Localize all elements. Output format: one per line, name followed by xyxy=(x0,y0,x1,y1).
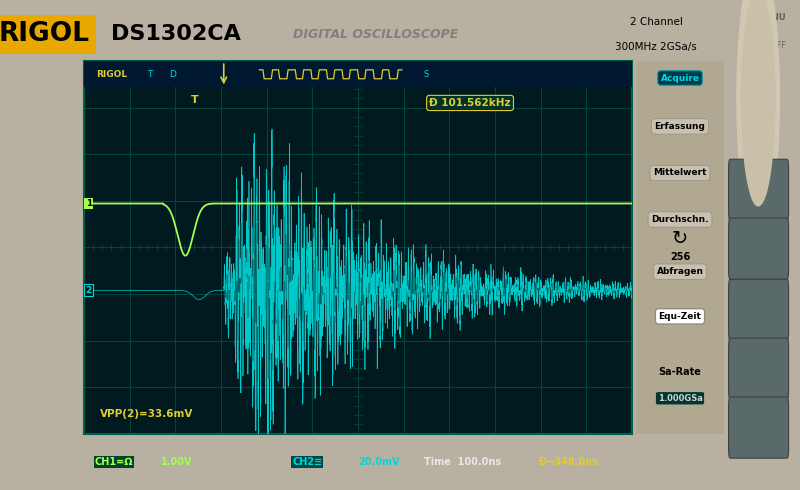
Text: ↻: ↻ xyxy=(672,229,688,247)
Text: Abfragen: Abfragen xyxy=(657,267,703,276)
Text: 2: 2 xyxy=(86,286,92,295)
Text: ON/OFF: ON/OFF xyxy=(758,40,786,49)
Text: MENU: MENU xyxy=(746,20,771,29)
Text: 256: 256 xyxy=(670,252,690,262)
Text: Mittelwert: Mittelwert xyxy=(654,169,706,177)
FancyBboxPatch shape xyxy=(729,338,789,399)
Circle shape xyxy=(742,0,775,206)
FancyBboxPatch shape xyxy=(729,397,789,458)
Text: ON/OFF: ON/OFF xyxy=(746,47,770,51)
Text: Ð 101.562kHz: Ð 101.562kHz xyxy=(430,98,511,108)
Text: 1.000GSa: 1.000GSa xyxy=(658,394,702,403)
Text: RIGOL: RIGOL xyxy=(0,21,90,48)
Bar xyxy=(84,61,632,87)
FancyBboxPatch shape xyxy=(729,159,789,220)
Circle shape xyxy=(737,0,779,235)
Text: CH2≡: CH2≡ xyxy=(292,457,322,467)
Text: T: T xyxy=(147,70,152,79)
Text: RIGOL: RIGOL xyxy=(96,70,127,79)
Text: Ð→348.0ns: Ð→348.0ns xyxy=(539,457,598,467)
Text: Equ-Zeit: Equ-Zeit xyxy=(658,312,702,321)
Text: CH1=Ω: CH1=Ω xyxy=(95,457,134,467)
FancyBboxPatch shape xyxy=(729,218,789,279)
Text: VPP(2)=33.6mV: VPP(2)=33.6mV xyxy=(101,409,194,419)
Text: Time  100.0ns: Time 100.0ns xyxy=(424,457,501,467)
Text: T: T xyxy=(191,96,198,105)
Text: 1.00V: 1.00V xyxy=(161,457,192,467)
Text: DS1302CA: DS1302CA xyxy=(111,24,241,44)
Text: S: S xyxy=(424,70,429,79)
FancyBboxPatch shape xyxy=(729,279,789,341)
Text: 300MHz 2GSa/s: 300MHz 2GSa/s xyxy=(615,42,697,51)
Text: 20.0mV: 20.0mV xyxy=(358,457,399,467)
Text: Erfassung: Erfassung xyxy=(654,122,706,131)
Text: Acquire: Acquire xyxy=(661,74,699,82)
Text: Sa-Rate: Sa-Rate xyxy=(658,367,702,377)
Text: 2 Channel: 2 Channel xyxy=(630,17,682,27)
Text: D: D xyxy=(169,70,176,79)
Text: Durchschn.: Durchschn. xyxy=(651,215,709,224)
Text: DIGITAL OSCILLOSCOPE: DIGITAL OSCILLOSCOPE xyxy=(294,28,458,41)
Text: MENU: MENU xyxy=(758,13,786,22)
Text: 1: 1 xyxy=(86,199,92,208)
